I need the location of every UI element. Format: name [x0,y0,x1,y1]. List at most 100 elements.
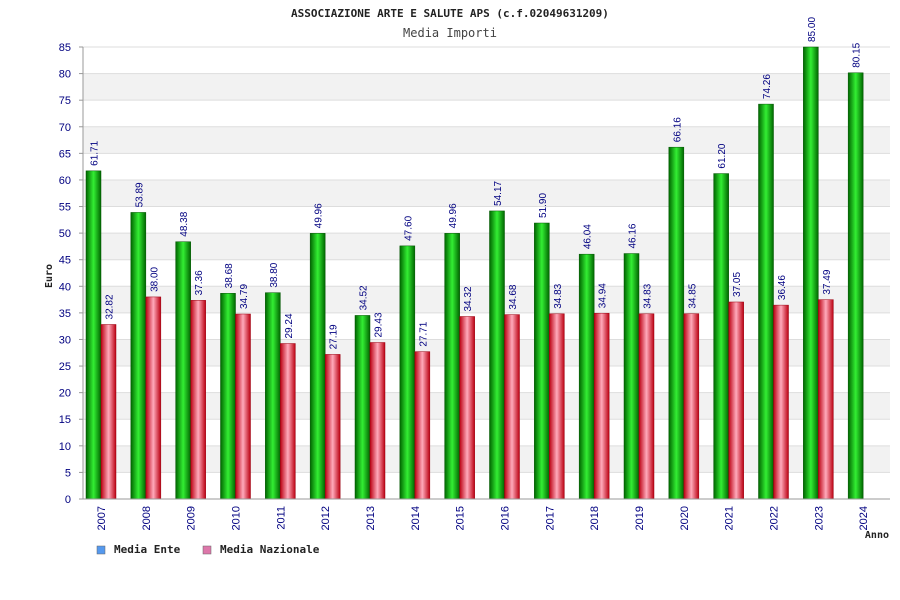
plot-band [83,126,890,154]
bar-media-nazionale-2011 [280,343,296,500]
bar-media-ente-2010 [220,293,236,500]
bar-media-nazionale-2016 [504,314,520,500]
data-label: 34.85 [687,283,698,308]
x-tick-label: 2014 [410,506,422,530]
y-tick-label: 85 [59,42,71,54]
plot-band [83,419,890,446]
x-tick-label: 2019 [634,506,646,530]
plot-band [83,259,890,287]
legend-label-media-ente: Media Ente [114,543,181,556]
legend-label-media-nazionale: Media Nazionale [220,543,320,556]
data-label: 34.83 [643,283,654,308]
x-tick-label: 2023 [813,506,825,530]
bar-media-ente-2020 [668,146,685,500]
bar-media-nazionale-2021 [728,301,744,500]
data-label: 47.60 [403,215,414,240]
bar-media-ente-2016 [489,210,505,500]
x-axis-label: Anno [865,530,889,541]
x-tick-label: 2015 [455,506,467,530]
y-tick-label: 25 [59,361,71,373]
y-tick-label: 35 [59,308,71,320]
bar-media-nazionale-2009 [190,300,206,500]
y-tick-label: 20 [59,388,71,400]
y-tick-label: 5 [65,467,71,479]
data-label: 61.71 [90,140,101,165]
bar-media-ente-2014 [399,245,416,500]
data-label: 34.52 [359,285,370,310]
bar-media-nazionale-2010 [235,313,251,500]
data-label: 34.68 [508,284,519,309]
x-tick-label: 2013 [365,506,377,530]
x-tick-label: 2024 [858,506,870,530]
bar-media-ente-2021 [713,173,729,500]
y-tick-label: 55 [59,202,71,214]
x-tick-label: 2007 [96,506,108,530]
data-label: 37.49 [822,269,833,294]
data-label: 34.79 [239,284,250,309]
data-label: 27.19 [329,324,340,349]
chart-subtitle: Media Importi [403,26,497,40]
data-label: 46.16 [628,223,639,248]
bar-media-nazionale-2012 [324,354,341,500]
plot-band [83,286,890,313]
y-tick-label: 10 [59,441,71,453]
data-label: 80.15 [852,42,863,67]
legend: Media Ente Media Nazionale [96,543,320,556]
bar-media-ente-2013 [354,315,371,500]
data-label: 49.96 [314,203,325,228]
plot-band [83,392,890,420]
data-labels: 61.71 32.82 53.89 38.00 48.38 37.36 38.68 34.79… [90,17,863,350]
data-label: 46.04 [583,224,594,249]
y-tick-label: 40 [59,281,71,293]
x-tick-label: 2010 [231,506,243,530]
plot-band [83,366,890,393]
bar-media-nazionale-2014 [414,351,431,500]
x-tick-label: 2009 [186,506,198,530]
plot-band [83,233,890,260]
y-tick-label: 0 [65,494,71,506]
bar-media-ente-2024 [847,72,864,500]
chart-title: ASSOCIAZIONE ARTE E SALUTE APS (c.f.0204… [291,7,609,20]
x-tick-label: 2011 [275,506,287,530]
y-tick-label: 65 [59,148,71,160]
data-label: 34.83 [553,283,564,308]
bar-media-ente-2011 [265,292,281,500]
data-label: 34.94 [598,283,609,308]
data-label: 53.89 [134,182,145,207]
plot-band [83,179,890,207]
bar-media-ente-2012 [309,233,326,500]
bars [85,46,864,500]
plot-band [83,445,890,473]
plot-band [83,153,890,180]
data-label: 27.71 [418,321,429,346]
bar-media-ente-2008 [130,212,147,500]
data-label: 66.16 [672,117,683,142]
bar-media-nazionale-2013 [369,342,386,500]
bar-media-ente-2019 [623,253,640,500]
data-label: 54.17 [493,180,504,205]
data-label: 38.68 [224,263,235,288]
y-axis-ticks: 0 5 10 15 20 25 30 35 40 45 50 55 60 65 70 75 80 85 [59,42,83,506]
bar-media-nazionale-2017 [549,313,565,500]
data-label: 29.43 [374,312,385,337]
bar-media-ente-2018 [578,253,595,500]
data-label: 38.80 [269,262,280,287]
x-tick-label: 2016 [500,506,512,530]
grid-lines [83,46,890,500]
y-tick-label: 45 [59,255,71,267]
plot-background [83,47,890,499]
bar-media-nazionale-2007 [100,324,117,500]
bar-media-nazionale-2023 [818,299,834,500]
bar-media-ente-2007 [85,170,102,500]
bar-media-ente-2015 [444,233,460,500]
bar-media-nazionale-2015 [459,316,475,500]
data-label: 85.00 [807,17,818,42]
data-label: 37.05 [732,272,743,297]
bar-media-nazionale-2020 [683,313,700,500]
x-tick-label: 2022 [769,506,781,530]
data-label: 48.38 [179,211,190,236]
data-label: 74.26 [762,74,773,99]
legend-swatch-media-ente [96,545,106,555]
bar-media-ente-2022 [758,103,774,500]
